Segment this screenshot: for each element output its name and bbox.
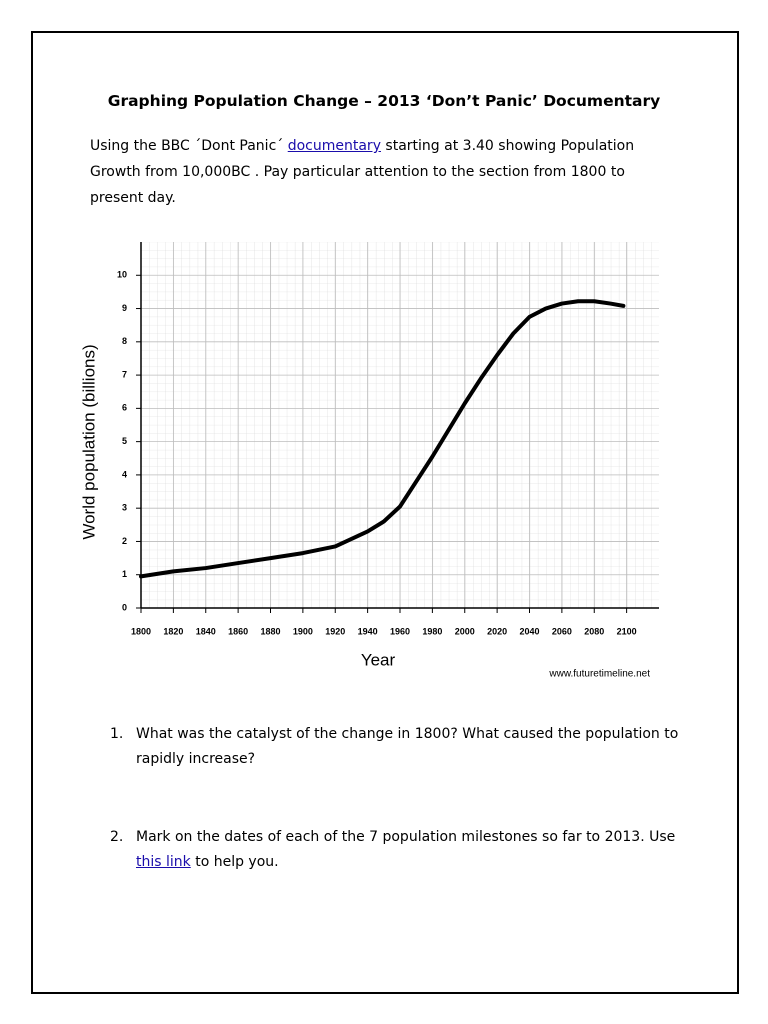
y-tick-label: 1	[122, 569, 127, 579]
question-text: What was the catalyst of the change in 1…	[136, 726, 679, 767]
y-tick-label: 10	[117, 270, 127, 280]
x-tick-label: 1880	[260, 626, 280, 636]
x-tick-label: 2000	[455, 626, 475, 636]
question-text-part: to help you.	[190, 854, 279, 870]
x-tick-label: 2020	[487, 626, 507, 636]
x-tick-label: 1820	[163, 626, 183, 636]
y-tick-label: 5	[122, 436, 127, 446]
chart: World population (billions) Year www.fut…	[79, 242, 659, 680]
x-tick-label: 1940	[358, 626, 378, 636]
page-border	[31, 31, 739, 994]
intro-text: starting at 3.40 showing Population Grow…	[90, 138, 635, 206]
x-tick-label: 1920	[325, 626, 345, 636]
x-tick-label: 2100	[617, 626, 637, 636]
y-tick-label: 9	[122, 303, 127, 313]
source: www.futuretimeline.net	[548, 669, 650, 680]
x-tick-label: 1860	[228, 626, 248, 636]
link[interactable]: this link	[136, 854, 191, 870]
y-tick-label: 3	[122, 503, 127, 513]
question-text: Mark on the dates of each of the 7 popul…	[136, 825, 680, 875]
y-axis-label: World population (billions)	[79, 344, 98, 539]
y-tick-label: 0	[122, 602, 127, 612]
y-tick-label: 7	[122, 369, 127, 379]
y-tick-label: 6	[122, 403, 127, 413]
intro: Using the BBC ´Dont Panic´ documentary s…	[90, 133, 670, 211]
title: Graphing Population Change – 2013 ‘Don’t…	[107, 92, 661, 110]
intro-text: Using the BBC ´Dont Panic´	[90, 138, 288, 154]
x-tick-label: 1980	[422, 626, 442, 636]
x-tick-label: 1900	[293, 626, 313, 636]
question-number: 2.	[110, 829, 124, 845]
y-tick-label: 4	[122, 469, 127, 479]
x-tick-label: 1800	[131, 626, 151, 636]
x-tick-label: 2040	[519, 626, 539, 636]
y-tick-label: 2	[122, 536, 127, 546]
link[interactable]: documentary	[287, 138, 381, 154]
question-text-part: Mark on the dates of each of the 7 popul…	[136, 829, 676, 845]
y-tick-label: 8	[122, 336, 127, 346]
x-tick-label: 2080	[584, 626, 604, 636]
x-tick-label: 1960	[390, 626, 410, 636]
question: 1. What was the catalyst of the change i…	[110, 722, 680, 772]
question: 2. Mark on the dates of each of the 7 po…	[110, 825, 680, 875]
x-axis-label: Year	[361, 650, 396, 669]
question-number: 1.	[110, 726, 124, 742]
x-tick-label: 2060	[552, 626, 572, 636]
population-line	[139, 299, 626, 579]
x-tick-label: 1840	[196, 626, 216, 636]
